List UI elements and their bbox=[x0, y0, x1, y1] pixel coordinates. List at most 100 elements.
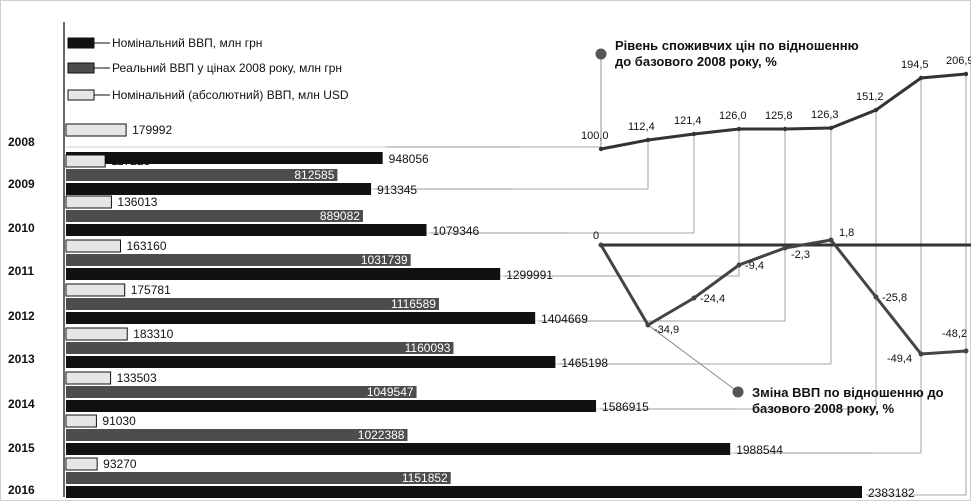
bar-label-nominal-uah-2013: 1465198 bbox=[561, 356, 608, 370]
bar-real-uah-2016 bbox=[66, 472, 451, 484]
bar-label-nominal-usd-2014: 133503 bbox=[117, 371, 157, 385]
bar-nominal-uah-2015 bbox=[66, 443, 731, 455]
bar-nominal-uah-2012 bbox=[66, 312, 536, 324]
bar-label-real-uah-2016: 1151852 bbox=[402, 471, 448, 485]
bar-real-uah-2010 bbox=[66, 210, 363, 222]
category-label-2012: 2012 bbox=[8, 309, 35, 323]
label-cpi-2013: 126,3 bbox=[811, 109, 839, 121]
bar-real-uah-2011 bbox=[66, 254, 411, 266]
bar-nominal-usd-2016 bbox=[65, 457, 98, 471]
point-cpi-2008 bbox=[598, 146, 604, 152]
cpi-title-line-1: Рівень споживчих цін по відношенню bbox=[615, 38, 859, 53]
legend-item-real-uah-label: Реальний ВВП у цінах 2008 року, млн грн bbox=[112, 61, 342, 75]
category-label-2014: 2014 bbox=[8, 397, 35, 411]
category-label-2015: 2015 bbox=[8, 441, 35, 455]
label-cpi-2012: 125,8 bbox=[765, 110, 793, 122]
point-cpi-2009 bbox=[645, 137, 651, 143]
bar-label-nominal-uah-2010: 1079346 bbox=[433, 224, 480, 238]
bar-label-nominal-uah-2016: 2383182 bbox=[868, 486, 915, 500]
category-label-2011: 2011 bbox=[8, 264, 34, 278]
bar-label-nominal-uah-2012: 1404669 bbox=[541, 312, 588, 326]
bar-nominal-usd-2015 bbox=[65, 414, 97, 428]
gdp-title-marker bbox=[732, 386, 744, 398]
cpi-title-marker bbox=[595, 48, 607, 60]
label-cpi-2014: 151,2 bbox=[856, 91, 884, 103]
bar-label-nominal-usd-2009: 117228 bbox=[111, 154, 150, 168]
bar-label-nominal-usd-2010: 136013 bbox=[117, 195, 157, 209]
legend-item-real-uah-swatch bbox=[67, 62, 95, 74]
point-cpi-2015 bbox=[918, 75, 924, 81]
label-gdp-2016: -48,2 bbox=[942, 328, 967, 340]
bar-nominal-usd-2009 bbox=[65, 154, 106, 168]
bar-label-nominal-uah-2015: 1988544 bbox=[736, 443, 783, 457]
bar-label-real-uah-2015: 1022388 bbox=[358, 428, 405, 442]
bar-label-nominal-uah-2014: 1586915 bbox=[602, 400, 649, 414]
category-label-2010: 2010 bbox=[8, 221, 35, 235]
label-gdp-2012: -2,3 bbox=[791, 249, 810, 261]
label-cpi-2011: 126,0 bbox=[719, 110, 747, 122]
point-gdp-2013 bbox=[828, 237, 834, 243]
bar-nominal-usd-2008 bbox=[65, 123, 127, 137]
point-cpi-2014 bbox=[873, 107, 879, 113]
bar-nominal-uah-2011 bbox=[66, 268, 501, 280]
point-cpi-2012 bbox=[782, 126, 788, 132]
bar-label-real-uah-2010: 889082 bbox=[320, 209, 360, 223]
bar-nominal-uah-2013 bbox=[66, 356, 556, 368]
bar-label-real-uah-2011: 1031739 bbox=[361, 253, 408, 267]
line-gdp-change bbox=[599, 238, 967, 356]
label-gdp-2009: -34,9 bbox=[654, 324, 679, 336]
label-cpi-2016: 206,9 bbox=[946, 55, 971, 67]
bar-label-nominal-usd-2015: 91030 bbox=[102, 414, 136, 428]
point-gdp-2011 bbox=[736, 262, 742, 268]
bar-real-uah-2013 bbox=[66, 342, 454, 354]
gdp-title-line-1: Зміна ВВП по відношенню до bbox=[752, 385, 944, 400]
point-gdp-2012 bbox=[782, 245, 788, 251]
label-cpi-2010: 121,4 bbox=[674, 115, 702, 127]
bar-nominal-usd-2012 bbox=[65, 283, 126, 297]
point-cpi-2011 bbox=[736, 126, 742, 132]
label-cpi-2009: 112,4 bbox=[628, 121, 655, 133]
bar-label-nominal-uah-2009: 913345 bbox=[377, 183, 417, 197]
legend-item-nominal-usd-label: Номінальний (абсолютний) ВВП, млн USD bbox=[112, 88, 349, 102]
bar-real-uah-2012 bbox=[66, 298, 439, 310]
bar-nominal-uah-2016 bbox=[66, 486, 862, 498]
gdp-title-leader bbox=[647, 324, 739, 393]
bar-label-real-uah-2009: 812585 bbox=[294, 168, 334, 182]
point-cpi-2010 bbox=[691, 131, 697, 137]
bar-nominal-usd-2010 bbox=[65, 195, 112, 209]
bar-real-uah-2009 bbox=[66, 169, 338, 181]
legend-item-nominal-uah-label: Номінальний ВВП, млн грн bbox=[112, 36, 262, 50]
point-gdp-2010 bbox=[691, 295, 697, 301]
bar-nominal-usd-2011 bbox=[65, 239, 121, 253]
legend-item-nominal-usd-swatch bbox=[67, 89, 95, 101]
bar-real-uah-2014 bbox=[66, 386, 417, 398]
label-cpi-2008: 100,0 bbox=[581, 130, 609, 142]
label-gdp-2010: -24,4 bbox=[700, 293, 725, 305]
bar-label-nominal-usd-2016: 93270 bbox=[103, 457, 137, 471]
point-gdp-2015 bbox=[918, 351, 924, 357]
point-gdp-2008 bbox=[598, 242, 604, 248]
label-cpi-2015: 194,5 bbox=[901, 59, 929, 71]
legend-item-nominal-uah-swatch bbox=[67, 37, 95, 49]
category-label-2008: 2008 bbox=[8, 135, 35, 149]
gdp-title-line-2: базового 2008 року, % bbox=[752, 401, 894, 416]
bar-label-real-uah-2013: 1160093 bbox=[405, 341, 451, 355]
point-gdp-2014 bbox=[873, 294, 879, 300]
bar-nominal-uah-2010 bbox=[66, 224, 427, 236]
bar-label-real-uah-2012: 1116589 bbox=[391, 297, 436, 311]
bar-nominal-uah-2009 bbox=[66, 183, 372, 195]
label-gdp-2015: -49,4 bbox=[887, 353, 912, 365]
bar-label-nominal-usd-2012: 175781 bbox=[131, 283, 171, 297]
label-gdp-2013: 1,8 bbox=[839, 227, 854, 239]
label-gdp-2014: -25,8 bbox=[882, 292, 907, 304]
bar-label-nominal-usd-2011: 163160 bbox=[126, 239, 166, 253]
bar-nominal-uah-2008 bbox=[66, 152, 383, 164]
bar-nominal-usd-2013 bbox=[65, 327, 128, 341]
point-cpi-2013 bbox=[828, 125, 834, 131]
point-gdp-2016 bbox=[963, 348, 969, 354]
point-gdp-2009 bbox=[645, 322, 651, 328]
label-gdp-2008: 0 bbox=[593, 230, 599, 242]
bar-real-uah-2015 bbox=[66, 429, 408, 441]
bar-label-real-uah-2014: 1049547 bbox=[367, 385, 414, 399]
